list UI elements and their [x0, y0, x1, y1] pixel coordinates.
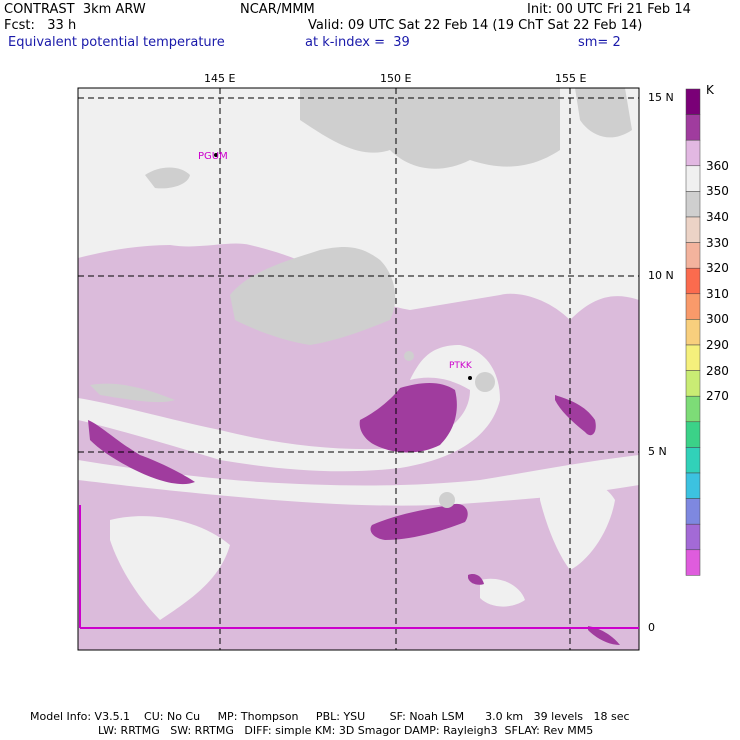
colorbar-box [685, 242, 701, 269]
white-south-patch [480, 578, 525, 607]
station-label-pgum: PGUM [198, 151, 228, 162]
white-southwest-patch [110, 516, 230, 620]
white-southern-band [78, 455, 639, 506]
colorbar-unit: K [706, 83, 714, 97]
footer-line-2: LW: RRTMG SW: RRTMG DIFF: simple KM: 3D … [98, 724, 594, 737]
lon-label-155: 155 E [555, 72, 587, 85]
field-name: Equivalent potential temperature [8, 35, 225, 50]
colorbar-box [685, 216, 701, 243]
lat-label-10n: 10 N [648, 269, 674, 282]
island-ptkk [475, 372, 495, 392]
colorbar-box [685, 88, 701, 115]
colorbar-label: 290 [706, 338, 729, 352]
station-label-ptkk: PTKK [449, 361, 472, 371]
forecast-hour: Fcst: 33 h [4, 18, 77, 33]
lat-label-15n: 15 N [648, 91, 674, 104]
colorbar-label: 330 [706, 235, 729, 250]
colorbar-box [685, 165, 701, 192]
colorbar-box [685, 523, 701, 551]
colorbar-box [685, 344, 701, 371]
gray-cloud-center [230, 247, 396, 345]
organization: NCAR/MMM [240, 2, 315, 17]
colorbar-box [685, 421, 701, 448]
footer-line-1: Model Info: V3.5.1 CU: No Cu MP: Thompso… [30, 710, 630, 723]
gray-cloud-band [90, 383, 175, 403]
init-time: Init: 00 UTC Fri 21 Feb 14 [527, 2, 691, 17]
colorbar [685, 88, 701, 576]
white-east-patch [540, 475, 615, 570]
colorbar-box [685, 191, 701, 218]
gray-cloud-north [300, 88, 560, 169]
colorbar-label: 300 [706, 312, 729, 327]
station-marker-ptkk [468, 376, 472, 380]
colorbar-box [685, 447, 701, 474]
colorbar-label: 270 [706, 389, 729, 404]
model-name: CONTRAST 3km ARW [4, 2, 146, 17]
colorbar-label: 360 [706, 158, 729, 173]
dark-purple-small [468, 574, 484, 585]
colorbar-box [685, 319, 701, 346]
colorbar-box [685, 114, 701, 141]
dark-purple-west [88, 420, 195, 485]
dark-purple-south [370, 503, 468, 540]
smoothing-label: sm= 2 [578, 35, 621, 50]
plot-frame [77, 87, 640, 651]
colorbar-label: 280 [706, 363, 729, 378]
lat-label-0: 0 [648, 621, 655, 634]
colorbar-label: 320 [706, 261, 729, 276]
station-marker-pgum [214, 153, 218, 157]
island-small [404, 351, 414, 361]
island-south [439, 492, 455, 508]
dark-purple-corner [588, 626, 620, 645]
colorbar-box [685, 293, 701, 320]
gray-cloud-west [145, 167, 190, 189]
lon-label-145: 145 E [204, 72, 236, 85]
colorbar-box [685, 472, 701, 499]
colorbar-label: 310 [706, 286, 729, 301]
colorbar-box [685, 139, 701, 167]
graticule [78, 88, 639, 650]
lon-label-150: 150 E [380, 72, 412, 85]
colorbar-box [685, 267, 701, 295]
valid-time: Valid: 09 UTC Sat 22 Feb 14 (19 ChT Sat … [308, 18, 643, 33]
level-label: at k-index = 39 [305, 35, 410, 50]
colorbar-box [685, 498, 701, 525]
lat-label-5n: 5 N [648, 445, 667, 458]
colorbar-label: 340 [706, 210, 729, 224]
colorbar-box [685, 395, 701, 423]
white-swirl-band [78, 345, 500, 472]
dark-purple-east [555, 395, 596, 436]
dark-purple-central [359, 383, 457, 453]
colorbar-box [685, 370, 701, 397]
gray-cloud-northeast [575, 88, 632, 138]
colorbar-box [685, 549, 701, 576]
colorbar-label: 350 [706, 184, 729, 199]
